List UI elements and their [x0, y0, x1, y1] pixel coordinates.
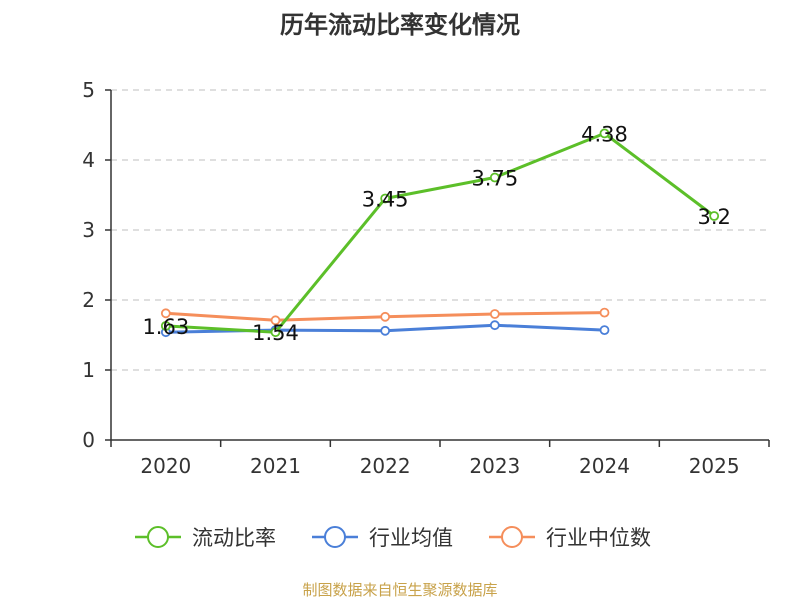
chart-title: 历年流动比率变化情况 [280, 11, 520, 39]
legend-item-行业中位数[interactable]: 行业中位数 [489, 526, 651, 550]
data-label-2020: 1.63 [142, 315, 189, 339]
data-label-2024: 4.38 [581, 122, 628, 146]
point-行业均值-2023[interactable] [489, 320, 500, 331]
y-tick-label-3: 3 [82, 218, 95, 242]
point-行业中位数-2024[interactable] [599, 307, 610, 318]
point-行业中位数-2020[interactable] [160, 308, 171, 319]
legend[interactable]: 流动比率 行业均值 行业中位数 [135, 526, 651, 550]
point-流动比率-2024[interactable] [599, 128, 610, 139]
point-行业均值-2022[interactable] [380, 325, 391, 336]
legend-label-行业中位数: 行业中位数 [546, 526, 651, 550]
legend-marker-行业均值 [324, 526, 346, 548]
data-label-2023: 3.75 [471, 167, 518, 191]
data-label-2021: 1.54 [252, 321, 299, 345]
legend-marker-流动比率 [147, 526, 169, 548]
y-tick-label-1: 1 [82, 358, 95, 382]
legend-marker-行业中位数 [501, 526, 523, 548]
point-流动比率-2023[interactable] [489, 172, 500, 183]
x-tick-label-2024: 2024 [579, 454, 630, 478]
point-流动比率-2022[interactable] [380, 193, 391, 204]
series-group [160, 128, 720, 338]
legend-item-行业均值[interactable]: 行业均值 [312, 526, 453, 550]
point-行业中位数-2023[interactable] [489, 309, 500, 319]
point-行业中位数-2021[interactable] [270, 315, 281, 326]
x-tick-label-2023: 2023 [469, 454, 520, 478]
axes: 0 1 2 3 4 5 2020 2021 2022 2023 2024 2025 [82, 78, 770, 478]
point-流动比率-2021[interactable] [270, 327, 281, 338]
legend-item-流动比率[interactable]: 流动比率 [135, 526, 276, 550]
data-label-2025: 3.2 [697, 205, 730, 229]
source-note: 制图数据来自恒生聚源数据库 [302, 581, 497, 599]
point-流动比率-2020[interactable] [160, 320, 171, 331]
y-tick-label-0: 0 [82, 428, 95, 452]
x-tick-label-2022: 2022 [360, 454, 411, 478]
data-label-2022: 3.45 [362, 188, 409, 212]
data-labels: 1.63 1.54 3.45 3.75 4.38 3.2 [142, 122, 730, 345]
y-tick-label-4: 4 [82, 148, 95, 172]
y-tick-label-5: 5 [82, 78, 95, 102]
x-tick-label-2025: 2025 [689, 454, 740, 478]
series-line-流动比率 [165, 131, 716, 334]
x-tick-label-2021: 2021 [250, 454, 301, 478]
legend-label-行业均值: 行业均值 [369, 526, 453, 550]
x-tick-label-2020: 2020 [140, 454, 191, 478]
point-行业均值-2024[interactable] [599, 325, 610, 336]
point-行业中位数-2022[interactable] [380, 311, 391, 322]
point-流动比率-2025[interactable] [709, 211, 720, 221]
y-tick-label-2: 2 [82, 288, 95, 312]
legend-label-流动比率: 流动比率 [192, 526, 276, 550]
